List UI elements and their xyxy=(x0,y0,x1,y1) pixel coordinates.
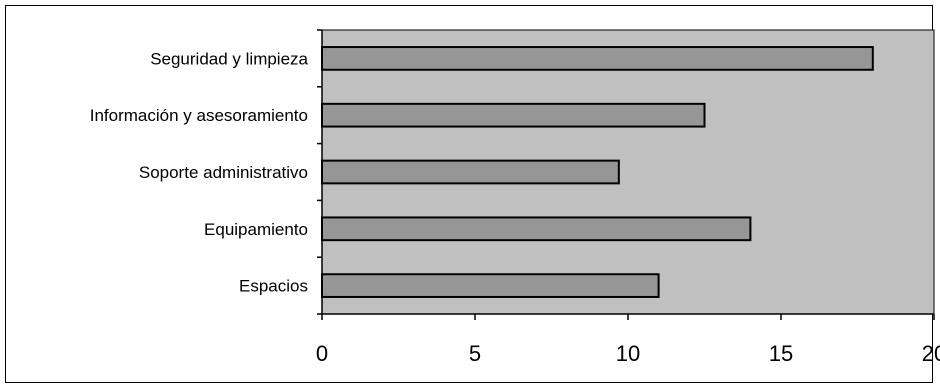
x-tick-label: 15 xyxy=(769,341,793,366)
category-label: Espacios xyxy=(239,277,308,296)
category-label: Equipamiento xyxy=(204,220,308,239)
x-axis xyxy=(321,313,935,320)
bar xyxy=(321,273,660,298)
bar xyxy=(321,102,706,128)
x-tick-label: 0 xyxy=(316,341,328,366)
x-tick-labels: 0 5 10 15 20 xyxy=(316,341,940,366)
category-label: Seguridad y limpieza xyxy=(150,49,308,68)
x-tick-label: 20 xyxy=(922,341,940,366)
category-label: Soporte administrativo xyxy=(139,163,308,182)
bar xyxy=(321,46,874,71)
bar xyxy=(321,216,752,242)
category-label: Información y asesoramiento xyxy=(90,106,308,125)
category-labels: Seguridad y limpieza Información y asesor… xyxy=(90,49,309,295)
y-axis xyxy=(317,29,323,315)
bar xyxy=(321,159,620,185)
bars-group xyxy=(321,46,874,298)
x-tick-label: 10 xyxy=(616,341,640,366)
x-tick-label: 5 xyxy=(469,341,481,366)
